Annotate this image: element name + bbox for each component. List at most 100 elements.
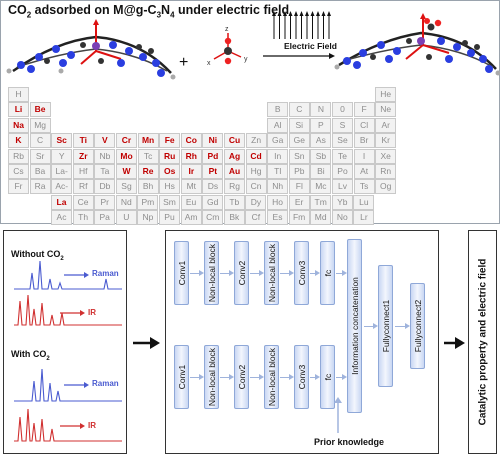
axis-y-label: y <box>244 56 248 63</box>
element-cell: Li <box>8 102 29 118</box>
element-cell: Re <box>137 164 159 179</box>
element-cell: Ru <box>159 148 181 164</box>
network-block: Non-local block <box>204 345 219 409</box>
element-cell: V <box>94 133 116 149</box>
element-cell: Tm <box>310 195 332 210</box>
plus-sign: + <box>179 54 188 71</box>
element-cell: W <box>116 164 137 179</box>
element-cell: Rg <box>224 179 245 195</box>
fullyconnect2-block: Fullyconnect2 <box>410 283 425 369</box>
element-cell: Sr <box>29 148 51 164</box>
element-cell: Fe <box>159 133 181 149</box>
element-cell: Cr <box>116 133 137 149</box>
network-block: Conv1 <box>174 241 189 305</box>
field-arrow-head <box>321 11 326 16</box>
element-cell: Ho <box>267 195 288 210</box>
spectrum-without-co2 <box>14 260 122 326</box>
element-cell: U <box>115 210 137 226</box>
element-cell: Si <box>288 117 310 133</box>
element-cell: Hs <box>159 179 181 195</box>
element-cell: As <box>310 133 332 149</box>
element-cell: La <box>51 195 72 210</box>
spectra-panel: Without CO2 With CO2 Raman IR Raman IR <box>3 230 127 454</box>
network-block: Conv1 <box>174 345 189 409</box>
element-cell: Th <box>72 210 94 226</box>
element-cell: Ar <box>375 117 397 133</box>
element-cell: Zn <box>245 133 267 149</box>
element-cell: Fm <box>288 210 310 226</box>
element-cell: H <box>8 87 29 102</box>
electric-field-arrows <box>272 11 331 39</box>
ir-label-2: IR <box>88 421 96 430</box>
element-cell: Ag <box>224 148 245 164</box>
element-cell: Ge <box>288 133 310 149</box>
output-panel: Catalytic property and electric field <box>468 230 497 454</box>
output-label: Catalytic property and electric field <box>477 258 488 426</box>
element-cell: Ds <box>202 179 224 195</box>
element-cell: C <box>29 133 51 149</box>
element-cell: Cu <box>224 133 245 149</box>
field-arrow-head <box>305 11 309 16</box>
element-cell: Fr <box>8 179 29 195</box>
raman-label-2: Raman <box>92 379 119 388</box>
flow-arrow <box>280 374 294 380</box>
element-cell: Pr <box>94 195 116 210</box>
element-cell: Es <box>267 210 288 226</box>
element-cell: P <box>310 117 332 133</box>
element-cell: Nb <box>94 148 116 164</box>
element-cell: Tb <box>223 195 245 210</box>
element-cell: At <box>353 164 375 179</box>
flow-arrow <box>310 374 320 380</box>
flow-arrow <box>310 270 320 276</box>
element-cell: Ne <box>375 102 397 118</box>
element-cell: Eu <box>180 195 202 210</box>
element-cell: Ti <box>72 133 94 149</box>
element-cell: Ra <box>29 179 51 195</box>
element-cell: Sc <box>51 133 73 149</box>
element-cell: Al <box>267 117 289 133</box>
element-cell: Lv <box>332 179 353 195</box>
element-cell: Bk <box>223 210 245 226</box>
element-cell: Hg <box>245 164 267 179</box>
element-cell: Ts <box>353 179 375 195</box>
network-block: Conv2 <box>234 241 249 305</box>
element-cell: Og <box>375 179 397 195</box>
element-cell: Sb <box>310 148 332 164</box>
element-cell: Ni <box>202 133 224 149</box>
element-cell: Rb <box>8 148 29 164</box>
element-cell: Xe <box>375 148 397 164</box>
field-arrow-head <box>288 11 293 16</box>
element-cell: Cn <box>245 179 267 195</box>
element-cell: I <box>353 148 375 164</box>
without-co2-label: Without CO2 <box>11 249 64 262</box>
network-block: Conv3 <box>294 345 309 409</box>
element-cell: Na <box>8 117 29 133</box>
raman-label-1: Raman <box>92 269 119 278</box>
co2-molecule: z y x <box>207 26 248 67</box>
element-cell: Cf <box>245 210 267 226</box>
element-cell: Rh <box>180 148 202 164</box>
element-cell: He <box>375 87 397 102</box>
electric-field-label: Electric Field <box>284 41 337 51</box>
element-cell: K <box>8 133 29 149</box>
element-cell: Nd <box>115 195 137 210</box>
field-arrow-head <box>316 11 320 16</box>
network-panel: Conv1 Non-local block Conv2 Non-local block… <box>165 230 439 454</box>
element-cell: Bh <box>137 179 159 195</box>
element-cell: Mn <box>137 133 159 149</box>
field-arrow-head <box>327 11 331 16</box>
flow-arrow <box>280 270 294 276</box>
element-cell: 0 <box>332 102 353 118</box>
field-arrow-head <box>277 11 282 16</box>
element-cell: Ta <box>94 164 116 179</box>
network-block: fc <box>320 241 335 305</box>
element-cell: Be <box>29 102 51 118</box>
element-cell: Ba <box>29 164 51 179</box>
network-block: Non-local block <box>204 241 219 305</box>
arrow-concat-fc1 <box>364 323 378 329</box>
element-cell: Cm <box>202 210 224 226</box>
figure-title: CO2 adsorbed on M@g-C3N4 under electric … <box>8 3 290 20</box>
element-cell: Db <box>94 179 116 195</box>
element-cell: Bi <box>310 164 332 179</box>
field-arrow-head <box>294 11 298 16</box>
